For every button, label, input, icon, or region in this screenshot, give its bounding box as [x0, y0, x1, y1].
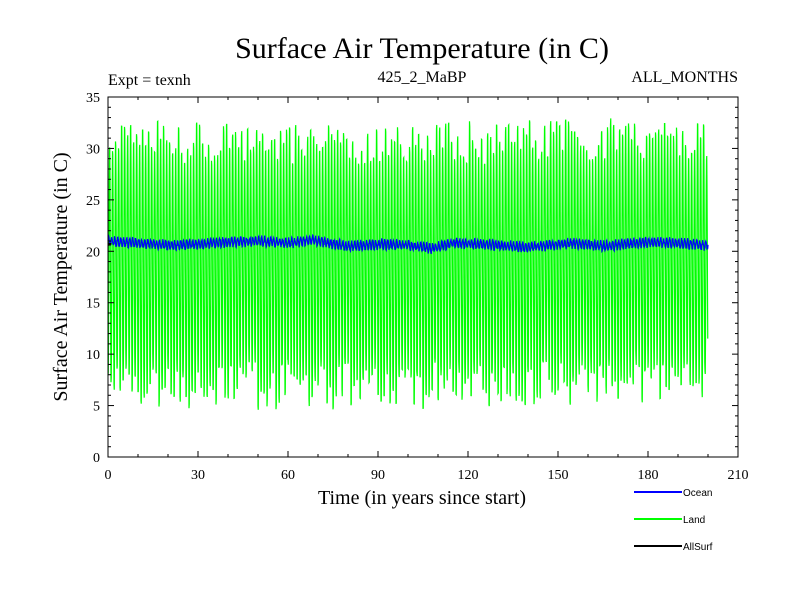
legend-item-land: Land — [634, 515, 705, 526]
legend: Ocean Land AllSurf — [634, 488, 713, 553]
axis-ticks: 0 30 60 90 120 150 180 210 0 5 10 15 20 25 30 35 — [86, 91, 749, 483]
x-tick-label: 30 — [191, 468, 205, 483]
y-tick-label: 20 — [86, 245, 100, 260]
y-tick-label: 0 — [93, 451, 100, 466]
y-tick-label: 15 — [86, 297, 100, 312]
x-axis-label: Time (in years since start) — [318, 487, 526, 509]
legend-item-ocean: Ocean — [634, 488, 712, 499]
x-tick-label: 0 — [105, 468, 112, 483]
run-label: 425_2_MaBP — [378, 69, 467, 86]
experiment-label: Expt = texnh — [108, 72, 191, 89]
legend-label: Land — [683, 515, 705, 526]
plot-area — [107, 118, 709, 410]
y-tick-label: 10 — [86, 348, 100, 363]
y-tick-label: 35 — [86, 91, 100, 106]
y-axis-label: Surface Air Temperature (in C) — [50, 152, 72, 401]
y-tick-label: 25 — [86, 194, 100, 209]
land-series-line — [107, 118, 709, 410]
months-label: ALL_MONTHS — [631, 69, 738, 86]
legend-label: Ocean — [683, 488, 712, 499]
x-tick-label: 60 — [281, 468, 295, 483]
axes-frame — [107, 96, 739, 458]
y-tick-label: 5 — [93, 400, 100, 415]
x-tick-label: 150 — [548, 468, 569, 483]
legend-label: AllSurf — [683, 542, 713, 553]
x-tick-label: 180 — [638, 468, 659, 483]
x-tick-label: 210 — [728, 468, 749, 483]
x-tick-label: 90 — [371, 468, 385, 483]
chart-title: Surface Air Temperature (in C) — [235, 32, 609, 65]
ocean-series-line — [107, 234, 709, 255]
y-tick-label: 30 — [86, 142, 100, 157]
legend-item-allsurf: AllSurf — [634, 542, 713, 553]
x-tick-label: 120 — [458, 468, 479, 483]
